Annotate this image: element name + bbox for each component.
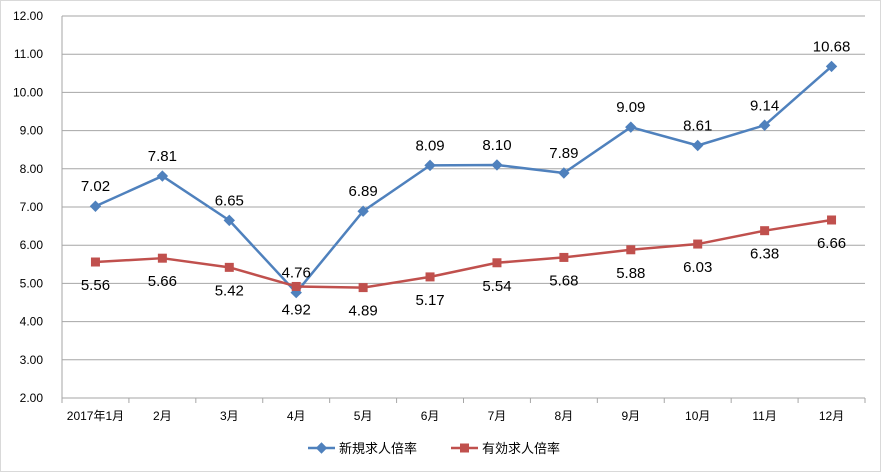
data-point	[425, 272, 435, 282]
data-point	[358, 283, 368, 293]
x-tick-label: 8月	[555, 409, 574, 423]
data-label: 10.68	[813, 38, 851, 55]
y-tick-label: 2.00	[20, 391, 44, 405]
data-point	[693, 239, 703, 249]
series-line-2	[95, 218, 832, 289]
y-tick-label: 6.00	[20, 238, 44, 252]
data-label: 6.66	[817, 235, 846, 252]
data-point	[625, 121, 637, 133]
data-point	[491, 159, 503, 171]
data-point	[156, 170, 169, 182]
x-tick-label: 2017年1月	[67, 409, 124, 423]
data-point	[223, 214, 235, 227]
data-point	[692, 139, 704, 152]
data-label: 5.66	[148, 273, 177, 290]
x-tick-label: 7月	[488, 409, 507, 423]
x-tick-label: 12月	[819, 409, 844, 423]
data-label: 6.03	[683, 259, 712, 276]
data-point	[224, 262, 234, 272]
y-tick-label: 12.00	[13, 9, 43, 23]
y-tick-label: 5.00	[20, 276, 44, 290]
data-label: 8.09	[415, 137, 444, 154]
data-point	[827, 215, 837, 225]
legend-label-1: 新規求人倍率	[339, 441, 417, 457]
data-point	[157, 253, 167, 263]
data-point	[357, 205, 369, 217]
y-tick-label: 8.00	[20, 162, 44, 176]
data-label: 5.42	[215, 282, 244, 299]
data-label: 6.89	[349, 183, 378, 200]
x-tick-label: 6月	[421, 409, 440, 423]
legend: 新規求人倍率 有効求人倍率	[308, 441, 560, 457]
data-label: 8.61	[683, 117, 712, 134]
y-tick-label: 11.00	[14, 47, 43, 61]
legend-marker-1	[315, 442, 328, 454]
series-layer	[89, 60, 838, 299]
data-label: 5.88	[616, 265, 645, 282]
data-point	[758, 119, 771, 131]
data-point	[492, 258, 502, 268]
data-label: 6.38	[750, 246, 779, 263]
y-tick-label: 9.00	[20, 124, 44, 138]
data-point	[825, 60, 838, 73]
x-tick-label: 4月	[287, 409, 306, 423]
series-line-1	[94, 65, 833, 294]
data-point	[559, 252, 569, 262]
data-label: 4.76	[282, 265, 311, 282]
x-tick-label: 10月	[685, 409, 710, 423]
y-tick-label: 7.00	[20, 200, 44, 214]
legend-label-2: 有効求人倍率	[482, 441, 560, 457]
data-label: 4.89	[349, 303, 378, 320]
data-point	[90, 257, 100, 267]
x-tick-label: 11月	[752, 409, 776, 423]
grid-lines	[62, 15, 865, 399]
data-label: 7.02	[81, 178, 110, 195]
y-axis-ticks: 2.00 3.00 4.00 5.00 6.00 7.00 8.00 9.00 10.00 11.…	[13, 9, 43, 405]
data-label: 6.65	[215, 192, 244, 209]
y-tick-label: 10.00	[13, 85, 43, 99]
x-tick-label: 2月	[153, 409, 172, 423]
data-labels: 7.02 7.81 6.65 4.76 6.89 8.09 8.10 7.89 9.09 8.61…	[81, 38, 850, 319]
data-label: 9.09	[616, 99, 645, 116]
data-label: 5.68	[549, 272, 578, 289]
data-label: 5.54	[482, 278, 511, 295]
data-point	[558, 167, 570, 179]
data-label: 4.92	[282, 301, 311, 318]
data-label: 7.89	[549, 145, 578, 162]
data-label: 5.56	[81, 277, 110, 294]
x-tick-label: 9月	[621, 409, 640, 423]
data-point	[291, 281, 301, 291]
x-axis: 2017年1月 2月 3月 4月 5月 6月 7月 8月 9月 10月 11月 12月	[61, 16, 866, 423]
data-point	[760, 226, 770, 236]
y-tick-label: 4.00	[20, 315, 44, 329]
data-label: 8.10	[482, 137, 511, 154]
data-label: 9.14	[750, 97, 779, 114]
data-point	[89, 200, 102, 212]
x-tick-label: 5月	[354, 409, 373, 423]
x-tick-label: 3月	[220, 409, 239, 423]
data-point	[626, 245, 636, 255]
data-label: 5.17	[415, 292, 444, 309]
data-label: 7.81	[148, 148, 177, 165]
data-point	[424, 159, 436, 172]
y-tick-label: 3.00	[20, 353, 44, 367]
legend-marker-2	[460, 443, 469, 453]
